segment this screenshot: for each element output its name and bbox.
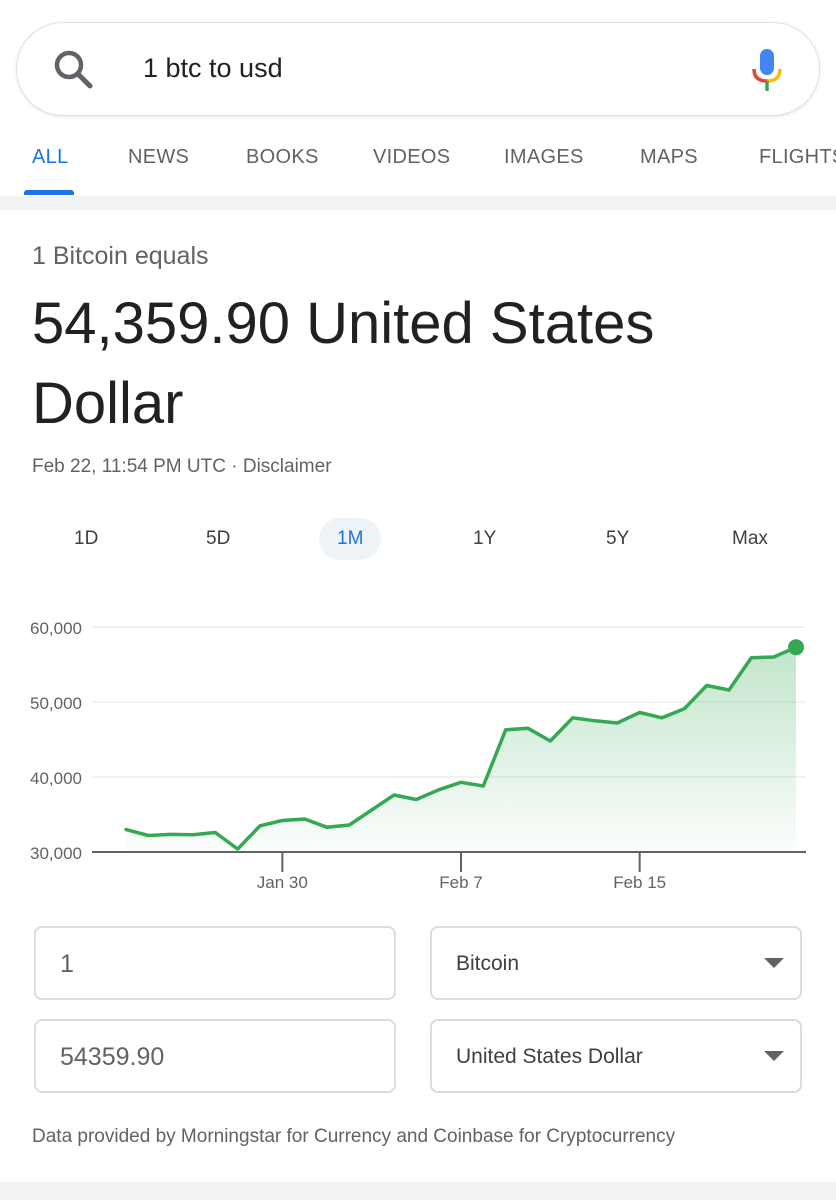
- data-point[interactable]: [391, 792, 397, 798]
- data-point[interactable]: [570, 715, 576, 721]
- amount-from-input[interactable]: 1: [34, 926, 396, 1000]
- y-tick-label: 60,000: [30, 619, 82, 638]
- data-point[interactable]: [346, 822, 352, 828]
- data-point[interactable]: [614, 720, 620, 726]
- currency-to-value: United States Dollar: [456, 1045, 643, 1068]
- currency-to-select[interactable]: United States Dollar: [430, 1019, 802, 1093]
- bottom-divider: [0, 1182, 836, 1200]
- y-tick-label: 40,000: [30, 769, 82, 788]
- data-point[interactable]: [324, 824, 330, 830]
- amount-to-value[interactable]: 54359.90: [60, 1043, 165, 1071]
- price-line: [124, 645, 798, 851]
- tab-maps[interactable]: MAPS: [640, 146, 698, 168]
- tab-all[interactable]: ALL: [32, 146, 69, 168]
- dropdown-arrow-icon: [764, 1051, 784, 1061]
- data-point[interactable]: [637, 710, 643, 716]
- data-point[interactable]: [681, 706, 687, 712]
- result-timestamp: Feb 22, 11:54 PM UTC: [32, 456, 226, 477]
- result-meta: Feb 22, 11:54 PM UTC · Disclaimer: [32, 456, 332, 478]
- meta-separator: ·: [225, 456, 243, 477]
- amount-to-input[interactable]: 54359.90: [34, 1019, 396, 1093]
- search-query[interactable]: 1 btc to usd: [143, 53, 283, 83]
- search-tabs: ALL NEWS BOOKS VIDEOS IMAGES MAPS FLIGHT…: [0, 120, 836, 196]
- amount-from-value[interactable]: 1: [60, 950, 74, 978]
- conversion-result: 54,359.90 United States Dollar: [32, 291, 655, 436]
- latest-price-dot[interactable]: [788, 639, 804, 656]
- y-tick-label: 50,000: [30, 694, 82, 713]
- data-point[interactable]: [748, 655, 754, 661]
- data-point[interactable]: [168, 831, 174, 837]
- range-1y-button[interactable]: 1Y: [473, 528, 497, 549]
- data-point[interactable]: [592, 718, 598, 724]
- search-box[interactable]: 1 btc to usd: [16, 22, 820, 116]
- data-point[interactable]: [257, 823, 263, 829]
- data-point[interactable]: [302, 816, 308, 822]
- mic-icon[interactable]: [749, 47, 785, 93]
- data-point[interactable]: [659, 715, 665, 721]
- data-point[interactable]: [413, 797, 419, 803]
- data-point[interactable]: [458, 779, 464, 785]
- active-tab-indicator: [24, 190, 74, 195]
- currency-from-select[interactable]: Bitcoin: [430, 926, 802, 1000]
- search-icon[interactable]: [51, 47, 95, 91]
- tab-books[interactable]: BOOKS: [246, 146, 319, 168]
- data-point[interactable]: [436, 787, 442, 793]
- range-1m-button[interactable]: 1M: [319, 518, 382, 560]
- disclaimer-link[interactable]: Disclaimer: [242, 456, 332, 477]
- data-point[interactable]: [279, 818, 285, 824]
- tab-images[interactable]: IMAGES: [504, 146, 584, 168]
- search-header: 1 btc to usd ALL NEWS BOOKS VIDEOS IMAGE…: [0, 0, 836, 196]
- data-point[interactable]: [771, 654, 777, 660]
- range-1d-button[interactable]: 1D: [74, 528, 99, 549]
- price-area: [126, 647, 796, 852]
- data-attribution: Data provided by Morningstar for Currenc…: [32, 1126, 676, 1147]
- data-point[interactable]: [190, 832, 196, 838]
- tab-flights[interactable]: FLIGHTS: [759, 146, 836, 168]
- y-tick-label: 30,000: [30, 844, 82, 863]
- data-point[interactable]: [212, 830, 218, 836]
- data-point[interactable]: [145, 833, 151, 839]
- currency-from-value: Bitcoin: [456, 952, 520, 975]
- tab-videos[interactable]: VIDEOS: [373, 146, 451, 168]
- x-tick-label: Feb 15: [613, 873, 666, 892]
- dropdown-arrow-icon: [764, 958, 784, 968]
- data-point[interactable]: [480, 783, 486, 789]
- data-point[interactable]: [123, 827, 129, 833]
- x-tick-label: Feb 7: [439, 873, 482, 892]
- data-point[interactable]: [369, 807, 375, 813]
- conversion-label: 1 Bitcoin equals: [32, 242, 209, 270]
- section-divider: [0, 196, 836, 210]
- range-max-button[interactable]: Max: [732, 528, 768, 549]
- data-point[interactable]: [547, 738, 553, 744]
- tab-news[interactable]: NEWS: [128, 146, 190, 168]
- data-point[interactable]: [704, 683, 710, 689]
- price-chart[interactable]: 30,000 40,000 50,000 60,000 Jan 30 Feb 7 Feb 1…: [0, 590, 836, 910]
- data-point[interactable]: [726, 687, 732, 693]
- range-5d-button[interactable]: 5D: [206, 528, 231, 549]
- data-point[interactable]: [525, 725, 531, 731]
- range-5y-button[interactable]: 5Y: [606, 528, 630, 549]
- data-point[interactable]: [503, 727, 509, 733]
- x-tick-label: Jan 30: [257, 873, 308, 892]
